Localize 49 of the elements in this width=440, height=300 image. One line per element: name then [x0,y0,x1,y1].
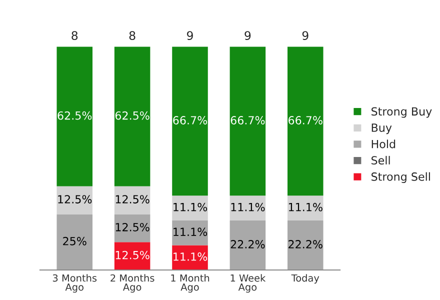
x-tick-label: 3 Months Ago [52,274,97,293]
x-tick-label: 1 Month Ago [171,274,210,293]
bar [114,46,150,186]
bar [288,46,324,196]
bar [230,196,266,220]
bar [172,245,208,270]
bar [114,214,150,242]
bar [114,186,150,214]
data-label: 22.2% [288,240,322,248]
annotation: 9 [302,31,308,40]
x-tick-label: 1 Week Ago [230,274,266,293]
legend-label: Hold [372,140,396,148]
annotation: 9 [244,31,251,40]
bar [288,196,324,220]
annotation: 8 [129,31,136,40]
bar [172,196,208,220]
data-label: 11.1% [231,202,265,212]
data-label: 62.5% [58,111,92,120]
legend-label: Strong Sell [372,172,430,183]
legend-label: Sell [372,156,390,165]
data-label: 11.1% [174,228,208,236]
data-label: 66.7% [288,116,322,124]
x-tick-label: Today [291,274,320,284]
x-tick-label: 2 Months Ago [110,274,154,293]
bar [172,220,208,246]
legend-label: Buy [372,124,392,134]
bar [230,46,266,196]
bar [114,242,150,270]
data-label: 22.2% [230,240,265,248]
data-label: 62.5% [115,111,150,120]
data-label: 66.7% [173,116,208,124]
data-label: 11.1% [288,202,322,212]
bar [56,214,92,270]
data-label: 12.5% [58,195,92,204]
annotation: 9 [186,31,193,40]
data-label: 12.5% [116,195,150,204]
data-label: 12.5% [116,222,150,232]
data-label: 11.1% [174,202,208,212]
data-label: 11.1% [174,252,208,261]
bar [288,220,324,270]
data-label: 25% [63,236,86,246]
annotation: 8 [72,31,78,40]
bar [56,186,92,214]
data-label: 66.7% [230,116,265,124]
legend-label: Strong Buy [372,107,432,118]
bar [56,46,92,186]
bar [172,46,208,196]
data-label: 12.5% [116,250,150,260]
bar [230,220,266,270]
